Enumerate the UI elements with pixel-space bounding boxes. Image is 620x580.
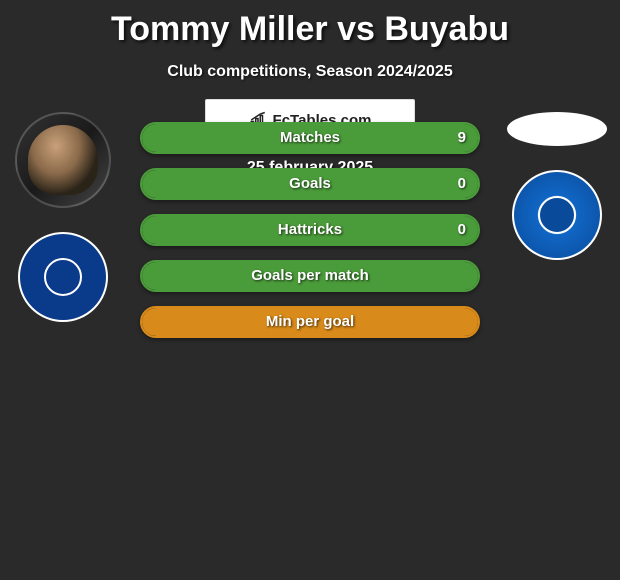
stat-bar: Goals0 — [140, 168, 480, 200]
stat-bar: Hattricks0 — [140, 214, 480, 246]
left-club-badge — [18, 232, 108, 322]
stat-bar-label: Min per goal — [142, 308, 478, 336]
stat-bar-label: Matches — [142, 124, 478, 152]
stat-bar: Min per goal — [140, 306, 480, 338]
stat-bar-value: 9 — [458, 124, 466, 152]
right-player-column — [502, 112, 612, 260]
silhouette-icon — [28, 125, 98, 195]
page-subtitle: Club competitions, Season 2024/2025 — [0, 63, 620, 81]
right-club-badge — [512, 170, 602, 260]
stat-bar: Matches9 — [140, 122, 480, 154]
left-player-photo — [15, 112, 111, 208]
page-title: Tommy Miller vs Buyabu — [0, 0, 620, 49]
stat-bar-label: Goals per match — [142, 262, 478, 290]
stat-bar-value: 0 — [458, 216, 466, 244]
stats-bars: Matches9Goals0Hattricks0Goals per matchM… — [140, 122, 480, 338]
stat-bar-value: 0 — [458, 170, 466, 198]
stat-bar-label: Hattricks — [142, 216, 478, 244]
stat-bar-label: Goals — [142, 170, 478, 198]
right-player-photo-placeholder — [507, 112, 607, 146]
left-player-column — [8, 112, 118, 322]
stat-bar: Goals per match — [140, 260, 480, 292]
